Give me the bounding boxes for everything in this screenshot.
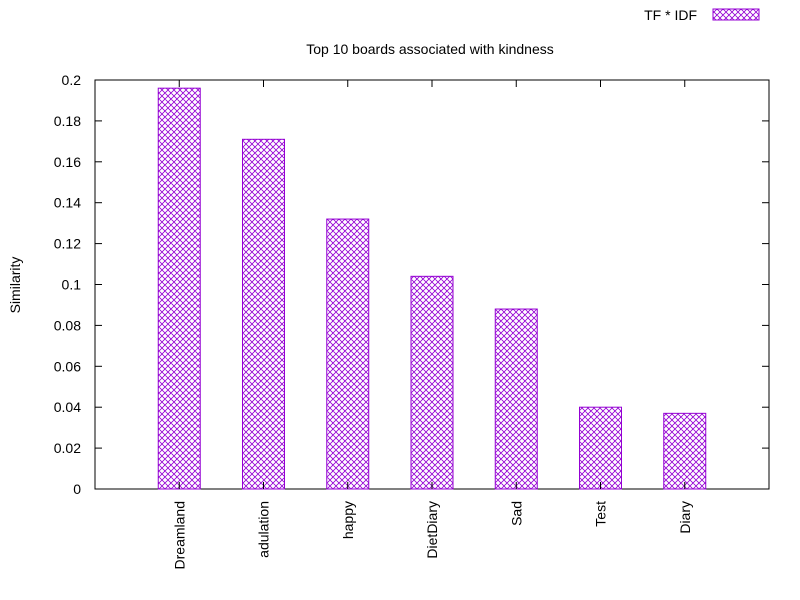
legend: TF * IDF xyxy=(644,7,760,23)
x-tick-label: DietDiary xyxy=(424,501,440,559)
x-tick-label: Dreamland xyxy=(171,501,187,569)
y-tick-label: 0.12 xyxy=(54,236,81,252)
x-tick-label: Diary xyxy=(677,501,693,534)
x-axis-tick-labels: Dreamland adulation happy DietDiary Sad Test D… xyxy=(171,80,693,569)
x-tick-label: Test xyxy=(593,501,609,527)
bar-sad xyxy=(494,308,538,490)
bar-dietdiary xyxy=(410,275,454,490)
x-tick-label: happy xyxy=(340,501,356,539)
y-tick-label: 0.16 xyxy=(54,154,81,170)
y-tick-label: 0.18 xyxy=(54,113,81,129)
y-tick-label: 0.04 xyxy=(54,399,81,415)
y-axis-label: Similarity xyxy=(7,257,23,314)
bar-test xyxy=(579,406,622,490)
bar-diary xyxy=(663,412,707,490)
x-tick-label: adulation xyxy=(256,501,272,558)
bar-adulation xyxy=(242,138,285,490)
legend-label: TF * IDF xyxy=(644,7,697,23)
bar-happy xyxy=(326,218,370,490)
y-tick-label: 0 xyxy=(73,481,81,497)
y-tick-label: 0.14 xyxy=(54,195,81,211)
y-tick-label: 0.1 xyxy=(62,277,82,293)
chart-title: Top 10 boards associated with kindness xyxy=(306,41,553,57)
bar-dreamland xyxy=(157,87,201,490)
y-tick-label: 0.02 xyxy=(54,440,81,456)
y-tick-label: 0.06 xyxy=(54,358,81,374)
legend-swatch xyxy=(712,8,760,21)
y-axis-ticks: 0 0.02 0.04 0.06 0.08 0.1 0.12 0.14 0.16 0.18 0.2 xyxy=(54,72,769,497)
y-tick-label: 0.2 xyxy=(62,72,82,88)
y-tick-label: 0.08 xyxy=(54,317,81,333)
bars xyxy=(157,87,707,490)
x-tick-label: Sad xyxy=(508,501,524,526)
